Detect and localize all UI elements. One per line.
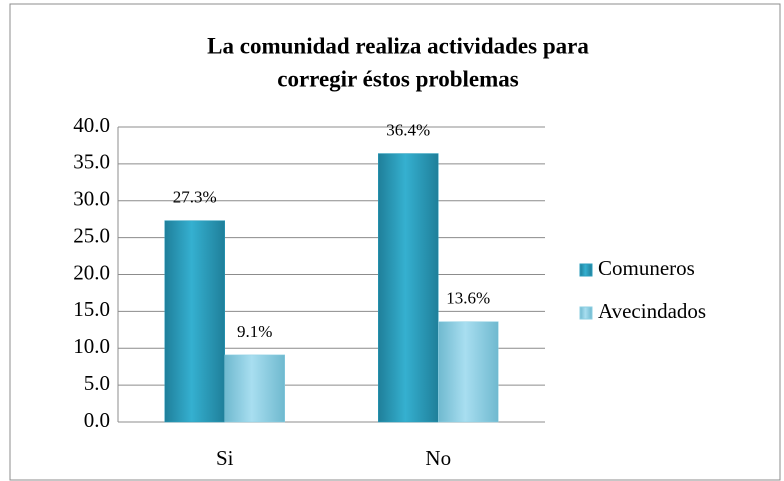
- y-tick-label: 15.0: [73, 297, 110, 321]
- chart-title: corregir éstos problemas: [277, 66, 519, 91]
- bar: [224, 354, 285, 423]
- legend-label: Avecindados: [598, 299, 706, 323]
- y-tick-label: 20.0: [73, 260, 110, 284]
- y-tick-label: 25.0: [73, 223, 110, 247]
- data-label: 13.6%: [446, 289, 490, 308]
- y-tick-label: 40.0: [73, 113, 110, 137]
- legend-label: Comuneros: [598, 256, 695, 280]
- legend-swatch: [579, 306, 593, 320]
- y-tick-label: 10.0: [73, 334, 110, 358]
- bar: [438, 321, 499, 423]
- y-tick-label: 5.0: [84, 371, 110, 395]
- chart-title: La comunidad realiza actividades para: [207, 33, 589, 58]
- y-tick-label: 30.0: [73, 187, 110, 211]
- x-tick-label: Si: [216, 446, 234, 470]
- data-label: 9.1%: [237, 322, 272, 341]
- bar: [378, 153, 439, 423]
- x-tick-label: No: [425, 446, 451, 470]
- bar: [164, 220, 225, 423]
- y-tick-label: 35.0: [73, 150, 110, 174]
- y-tick-label: 0.0: [84, 408, 110, 432]
- data-label: 36.4%: [386, 120, 430, 139]
- data-label: 27.3%: [173, 188, 217, 207]
- legend-swatch: [579, 263, 593, 277]
